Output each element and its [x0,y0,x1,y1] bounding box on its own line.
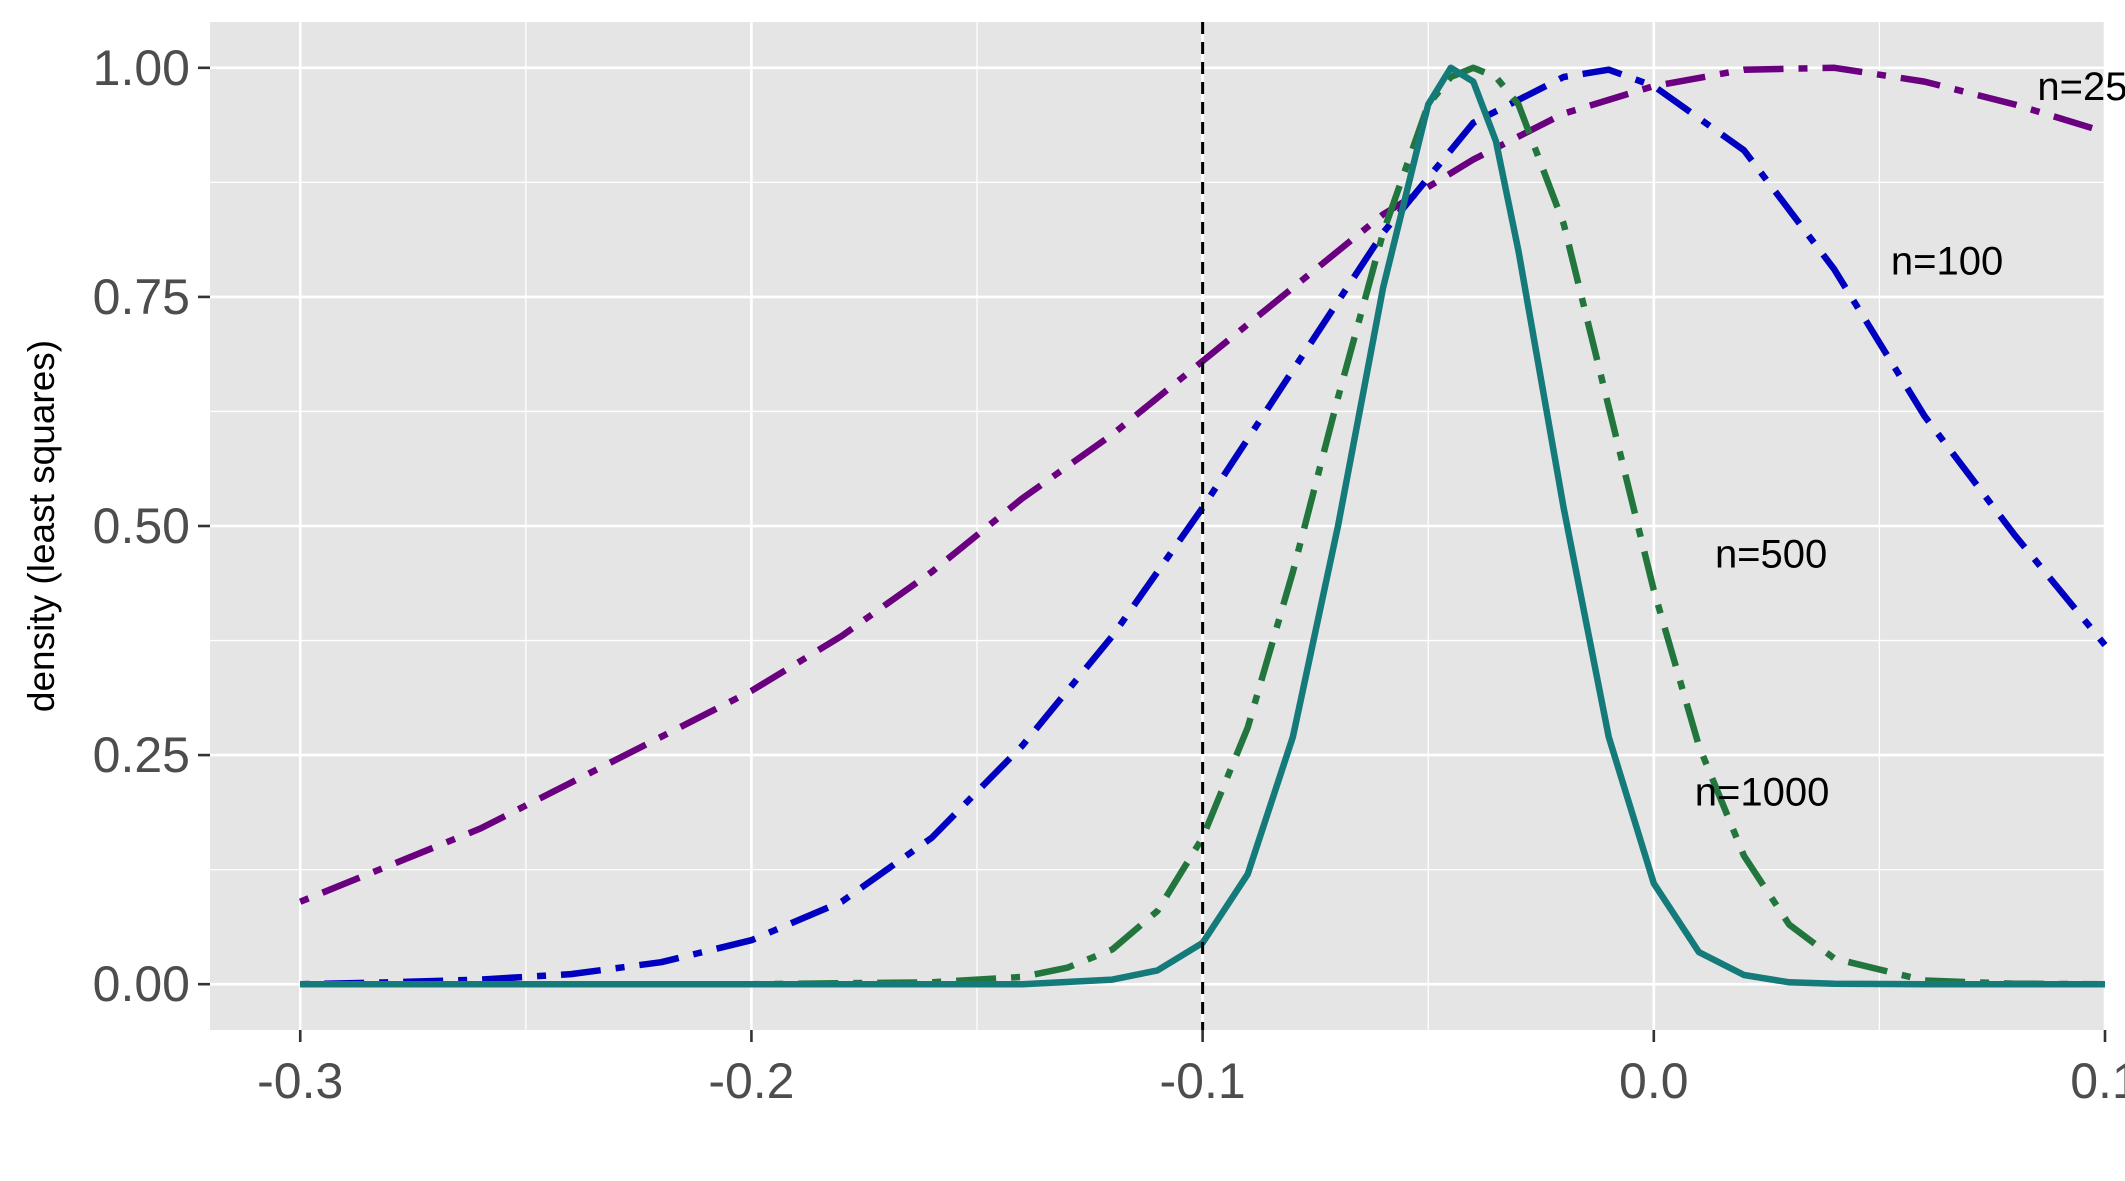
series-line [300,66,2108,988]
y-tick-label: 0.00 [93,956,190,1012]
y-tick-label: 0.25 [93,727,190,783]
x-tick-label: -0.1 [1160,1053,1246,1109]
curve-labels: n=25 n=100 n=500 n=1000 [1695,65,2125,815]
series-line [300,64,2106,988]
curve-label: n=100 [1891,239,2003,283]
y-tick-label: 1.00 [93,40,190,96]
y-axis: 0.00 0.25 0.50 0.75 1.00 [93,40,210,1012]
y-axis-title: density (least squares) [21,340,62,712]
series-line [300,64,2105,988]
x-tick-label: 0.1 [2070,1053,2125,1109]
curve-label: n=25 [2037,65,2125,109]
x-tick-label: -0.3 [257,1053,343,1109]
curve-label: n=1000 [1695,771,1830,815]
y-tick-label: 0.50 [93,498,190,554]
series-lines [298,64,2108,988]
minor-gridlines [210,22,2105,1030]
x-tick-label: -0.2 [708,1053,794,1109]
curve-label: n=500 [1715,532,1827,576]
x-axis: -0.3 -0.2 -0.1 0.0 0.1 [257,1030,2125,1109]
series-line [298,64,2106,905]
x-tick-label: 0.0 [1619,1053,1689,1109]
y-tick-label: 0.75 [93,269,190,325]
